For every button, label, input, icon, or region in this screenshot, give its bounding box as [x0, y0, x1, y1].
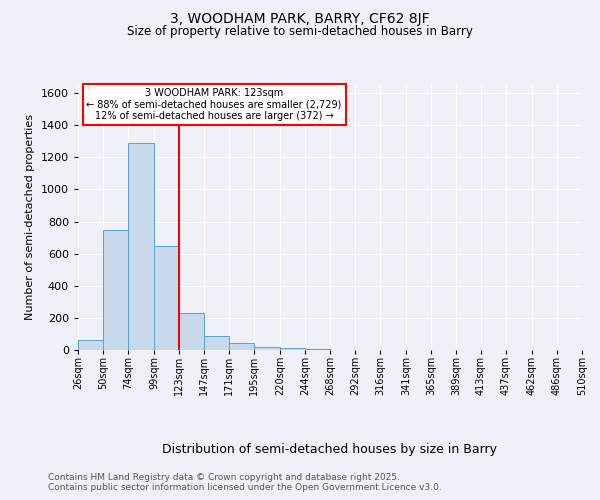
Text: Contains public sector information licensed under the Open Government Licence v3: Contains public sector information licen…: [48, 483, 442, 492]
Text: Size of property relative to semi-detached houses in Barry: Size of property relative to semi-detach…: [127, 25, 473, 38]
Bar: [179, 313, 204, 350]
Y-axis label: Number of semi-detached properties: Number of semi-detached properties: [25, 114, 35, 320]
Text: 3 WOODHAM PARK: 123sqm
← 88% of semi-detached houses are smaller (2,729)
12% of : 3 WOODHAM PARK: 123sqm ← 88% of semi-det…: [86, 88, 342, 121]
Bar: [229, 343, 254, 350]
Bar: [154, 246, 179, 350]
Text: Contains HM Land Registry data © Crown copyright and database right 2025.: Contains HM Land Registry data © Crown c…: [48, 472, 400, 482]
Text: Distribution of semi-detached houses by size in Barry: Distribution of semi-detached houses by …: [163, 442, 497, 456]
Bar: [280, 348, 305, 350]
Bar: [254, 347, 280, 350]
Text: 3, WOODHAM PARK, BARRY, CF62 8JF: 3, WOODHAM PARK, BARRY, CF62 8JF: [170, 12, 430, 26]
Bar: [78, 340, 103, 350]
Bar: [103, 230, 128, 350]
Bar: [305, 349, 330, 350]
Bar: [128, 143, 154, 350]
Bar: [204, 336, 229, 350]
